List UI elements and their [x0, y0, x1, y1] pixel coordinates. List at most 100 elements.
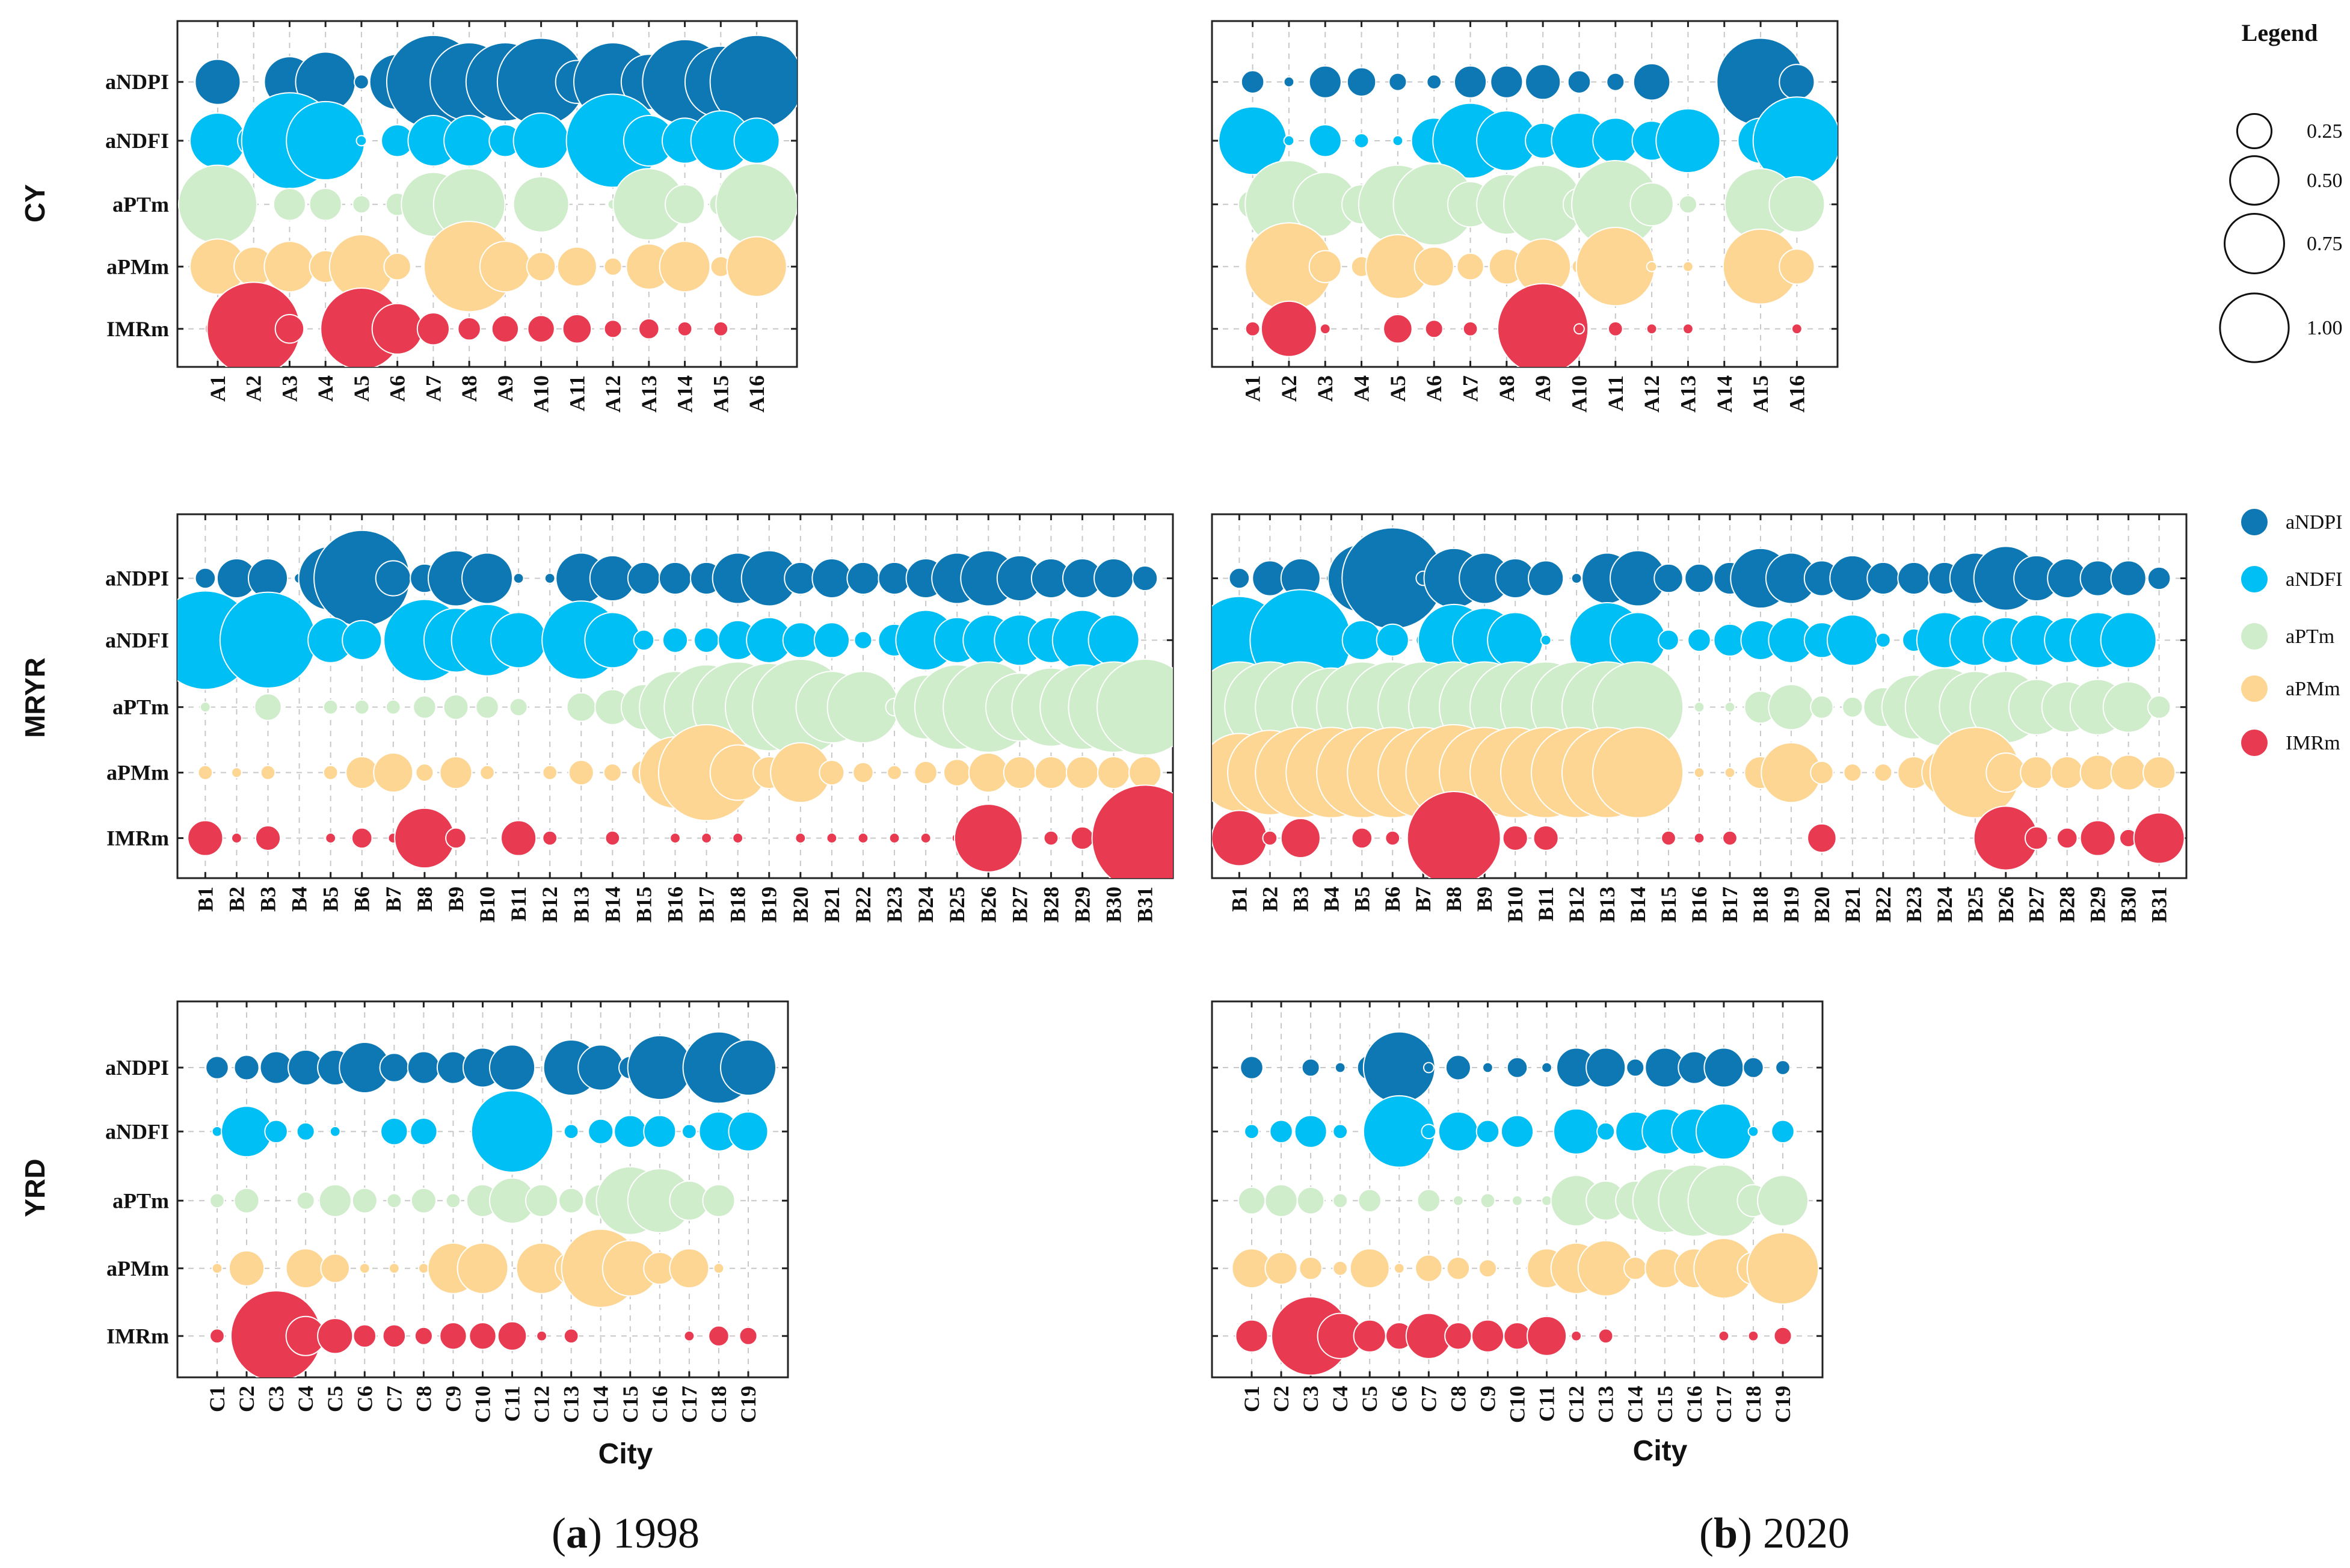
bubble-andpi-a3	[1308, 65, 1342, 99]
bubble-apmm-b13	[568, 759, 594, 786]
bubble-aptm-c7	[386, 1193, 402, 1209]
x-tick-label-b2: B2	[224, 887, 248, 912]
bubble-andfi-c19	[1771, 1119, 1795, 1144]
bubble-imrm-b28	[1043, 830, 1059, 846]
x-tick-label-b2: B2	[1258, 887, 1282, 912]
x-tick-label-b18: B18	[1749, 887, 1773, 923]
bubble-imrm-b21	[826, 832, 838, 844]
bubble-imrm-c12	[536, 1330, 548, 1342]
caption-a: (a) 1998	[552, 1509, 700, 1557]
bubble-imrm-b8	[1406, 791, 1501, 878]
bubble-andpi-b15	[1653, 563, 1684, 594]
bubble-imrm-a5	[1383, 313, 1413, 344]
bubble-apmm-b28	[1034, 755, 1068, 790]
x-tick-label-b14: B14	[1626, 887, 1650, 923]
x-tick-label-c10: C10	[471, 1386, 495, 1423]
y-tick-label-andpi: aNDPI	[105, 1056, 169, 1080]
bubble-imrm-c7	[382, 1324, 407, 1348]
x-tick-label-b23: B23	[1902, 887, 1926, 923]
bubble-imrm-c8	[1444, 1322, 1472, 1350]
x-tick-label-b6: B6	[350, 887, 374, 912]
bubble-imrm-a10	[1573, 323, 1585, 335]
bubble-andpi-c16	[627, 1035, 692, 1101]
panels-group: aNDPI aNDFI aPTm aPMm IMRm A1 A2 A3 A4 A5 A6 A7 A8 A9…	[105, 20, 2188, 1423]
bubble-imrm-c17	[1718, 1330, 1730, 1342]
x-tick-label-a13: A13	[1676, 375, 1700, 413]
bubble-apmm-b8	[415, 763, 434, 782]
bubble-andfi-c2	[1269, 1119, 1293, 1144]
bubble-aptm-a5	[352, 195, 371, 214]
bubble-apmm-b10	[479, 764, 495, 781]
bubble-apmm-a3	[1308, 250, 1342, 283]
bubble-aptm-b1	[199, 701, 211, 713]
x-tick-label-a2: A2	[1277, 375, 1301, 402]
bubble-andpi-a6	[1426, 74, 1442, 90]
bubble-imrm-a9	[1497, 283, 1589, 367]
bubble-andpi-c19	[1775, 1060, 1791, 1075]
bubble-aptm-b6	[354, 699, 370, 715]
bubble-aptm-b3	[254, 693, 282, 721]
bubble-imrm-a14	[677, 321, 693, 337]
bubble-apmm-b26	[968, 752, 1009, 793]
bubble-aptm-c4	[296, 1191, 315, 1210]
x-tick-label-b8: B8	[413, 887, 437, 912]
x-tick-label-b18: B18	[726, 887, 750, 923]
x-tick-label-c9: C9	[1475, 1386, 1500, 1412]
bubble-andpi-c2	[233, 1054, 260, 1081]
bubble-aptm-a3	[272, 188, 306, 221]
y-tick-label-andpi: aNDPI	[105, 566, 169, 590]
x-tick-label-a12: A12	[601, 375, 625, 413]
caption-a-text: 1998	[602, 1509, 700, 1557]
bubble-andfi-c13	[1596, 1122, 1616, 1141]
x-tick-label-b11: B11	[1534, 887, 1558, 921]
bubble-imrm-a1	[1244, 321, 1261, 337]
legend: Legend 0.25 0.50 0.75 1.00 aNDPI aNDFI aPTm aP…	[2219, 19, 2343, 756]
bubble-imrm-c18	[1747, 1330, 1759, 1342]
x-tick-label-b20: B20	[1810, 887, 1834, 923]
bubble-apmm-b3	[260, 764, 276, 781]
x-tick-label-a9: A9	[493, 375, 517, 402]
bubble-imrm-c11	[1527, 1315, 1567, 1356]
bubble-apmm-b29	[1065, 755, 1100, 790]
bubble-apmm-b29	[2079, 754, 2116, 791]
bubble-imrm-a6	[1424, 319, 1444, 339]
x-tick-label-a14: A14	[1712, 375, 1736, 413]
bubble-imrm-a7	[1462, 321, 1478, 337]
bubble-imrm-c13	[563, 1328, 579, 1344]
y-tick-label-aptm: aPTm	[112, 192, 169, 217]
bubble-apmm-b14	[603, 763, 622, 782]
caption-b-letter: b	[1714, 1509, 1738, 1557]
bubble-apmm-b14	[1592, 727, 1684, 819]
bubble-andfi-a5	[355, 135, 368, 147]
bubble-apmm-c8	[417, 1262, 429, 1274]
bubble-aptm-c1	[1237, 1187, 1266, 1215]
bubble-andpi-a8	[1490, 65, 1524, 99]
bubble-apmm-b30	[1097, 755, 1131, 790]
bubble-aptm-a4	[309, 188, 342, 221]
bubble-andpi-b23	[1897, 561, 1931, 595]
bubble-layer	[1212, 527, 2185, 878]
bubble-imrm-b31	[1091, 784, 1173, 878]
bubble-imrm-c9	[1471, 1319, 1505, 1353]
bubble-imrm-b1	[187, 820, 224, 856]
x-tick-label-a12: A12	[1640, 375, 1664, 413]
x-tick-label-b31: B31	[1133, 887, 1157, 923]
x-tick-label-b22: B22	[1871, 887, 1895, 923]
bubble-aptm-c18	[702, 1184, 736, 1217]
bubble-apmm-b5	[322, 764, 339, 781]
bubble-aptm-c7	[1416, 1188, 1441, 1213]
x-tick-label-b28: B28	[1039, 887, 1063, 923]
bubble-aptm-c11	[1541, 1194, 1552, 1207]
bubble-imrm-c19	[739, 1326, 758, 1345]
legend-swatch-andpi	[2241, 509, 2268, 535]
legend-size-circle	[2229, 155, 2280, 206]
bubble-andpi-a7	[1453, 65, 1487, 99]
bubble-aptm-c19	[1757, 1175, 1809, 1227]
bubble-andpi-b10	[461, 552, 514, 604]
bubble-andfi-b6	[1376, 623, 1409, 657]
panel-yrd-1998: aNDPI aNDFI aPTm aPMm IMRm C1 C2 C3 C4 C5 C6 C7 C8 C9…	[105, 1000, 789, 1423]
x-tick-label-b4: B4	[1319, 887, 1343, 912]
bubble-apmm-c4	[1332, 1260, 1349, 1276]
bubble-imrm-c11	[497, 1321, 528, 1351]
bubble-imrm-a2	[1260, 300, 1317, 357]
